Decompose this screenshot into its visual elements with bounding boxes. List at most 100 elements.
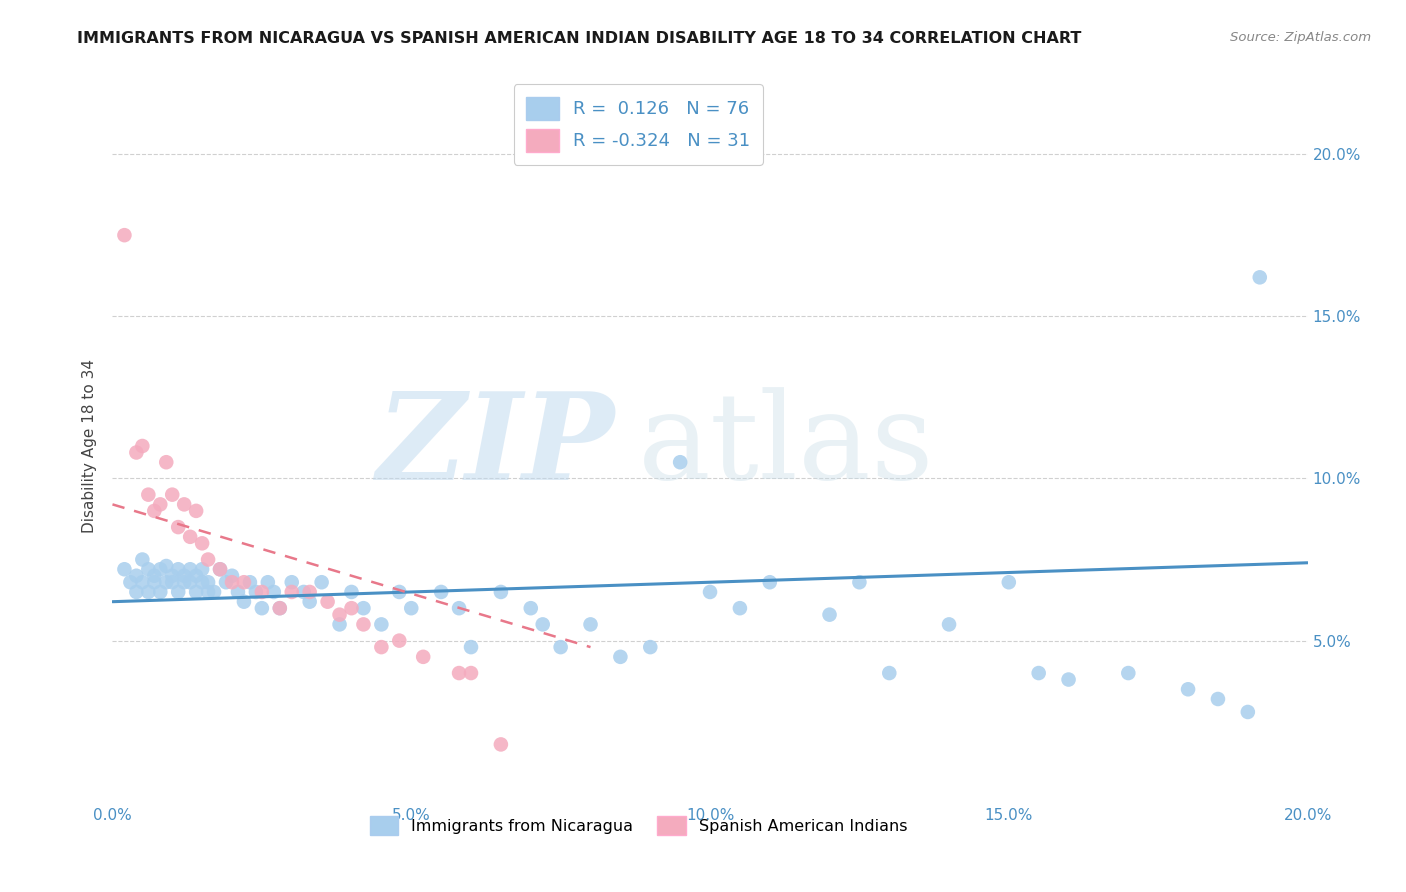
Point [353,617,375,632]
Point [162,575,183,590]
Point [370,617,392,632]
Point [316,595,339,609]
Point [209,562,232,576]
Point [388,585,411,599]
Point [449,666,471,681]
Point [125,585,148,599]
Point [155,575,177,590]
Point [173,497,195,511]
Point [143,575,166,590]
Point [460,666,482,681]
Point [609,649,631,664]
Point [298,595,321,609]
Text: ZIP: ZIP [377,387,614,505]
Point [879,666,901,681]
Point [131,552,153,566]
Point [269,601,291,615]
Point [149,585,172,599]
Point [197,575,219,590]
Point [197,585,219,599]
Point [191,536,214,550]
Point [131,575,153,590]
Legend: Immigrants from Nicaragua, Spanish American Indians: Immigrants from Nicaragua, Spanish Ameri… [363,810,914,841]
Point [186,585,208,599]
Point [167,562,190,576]
Point [1118,666,1140,681]
Point [269,601,291,615]
Point [138,585,160,599]
Point [401,601,423,615]
Y-axis label: Disability Age 18 to 34: Disability Age 18 to 34 [82,359,97,533]
Text: Source: ZipAtlas.com: Source: ZipAtlas.com [1230,31,1371,45]
Point [340,601,363,615]
Point [191,562,214,576]
Point [298,585,321,599]
Point [1028,666,1050,681]
Point [1206,692,1229,706]
Point [460,640,482,654]
Point [430,585,453,599]
Point [281,575,304,590]
Point [155,455,177,469]
Point [245,585,267,599]
Point [226,585,249,599]
Point [167,585,190,599]
Point [412,649,434,664]
Point [138,562,160,576]
Text: atlas: atlas [638,387,935,505]
Point [263,585,285,599]
Point [138,488,160,502]
Point [120,575,142,590]
Point [162,568,183,582]
Point [531,617,554,632]
Point [640,640,662,654]
Point [143,504,166,518]
Point [938,617,960,632]
Point [221,568,243,582]
Point [520,601,543,615]
Point [162,488,183,502]
Point [281,585,304,599]
Point [1237,705,1260,719]
Point [250,601,273,615]
Point [579,617,602,632]
Point [1177,682,1199,697]
Point [759,575,782,590]
Point [191,575,214,590]
Point [329,607,352,622]
Point [257,575,280,590]
Point [173,568,195,582]
Point [197,552,219,566]
Point [728,601,751,615]
Text: IMMIGRANTS FROM NICARAGUA VS SPANISH AMERICAN INDIAN DISABILITY AGE 18 TO 34 COR: IMMIGRANTS FROM NICARAGUA VS SPANISH AME… [77,31,1081,46]
Point [239,575,262,590]
Point [179,562,201,576]
Point [340,585,363,599]
Point [329,617,352,632]
Point [353,601,375,615]
Point [311,575,333,590]
Point [186,504,208,518]
Point [202,585,225,599]
Point [848,575,870,590]
Point [131,439,153,453]
Point [250,585,273,599]
Point [818,607,841,622]
Point [550,640,572,654]
Point [1057,673,1080,687]
Point [699,585,721,599]
Point [209,562,232,576]
Point [149,497,172,511]
Point [186,568,208,582]
Point [114,228,135,243]
Point [221,575,243,590]
Point [125,445,148,459]
Point [114,562,135,576]
Point [449,601,471,615]
Point [669,455,692,469]
Point [155,559,177,574]
Point [489,585,512,599]
Point [370,640,392,654]
Point [388,633,411,648]
Point [998,575,1021,590]
